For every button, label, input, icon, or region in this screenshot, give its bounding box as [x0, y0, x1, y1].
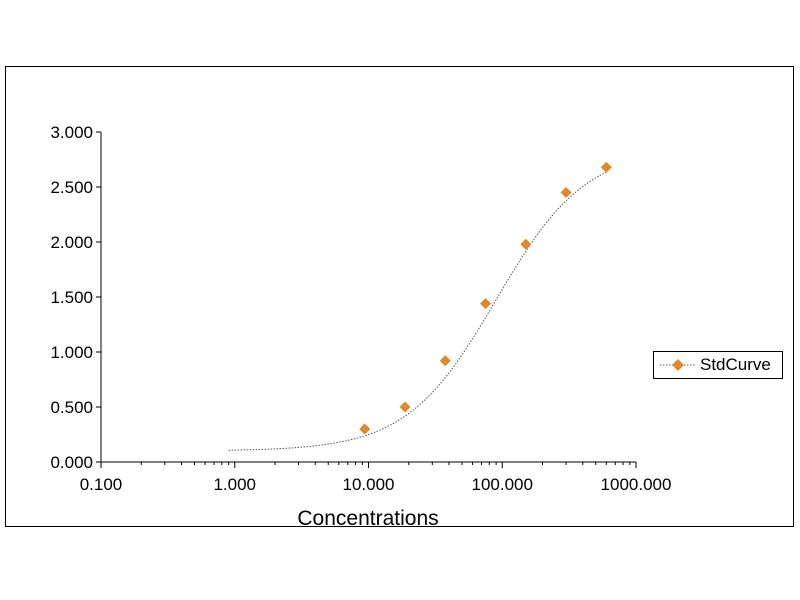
stdcurve-line — [228, 171, 607, 451]
axes — [96, 131, 637, 468]
data-point-7 — [600, 161, 612, 173]
data-point-1 — [359, 423, 371, 435]
x-axis-title: Concentrations — [297, 507, 438, 526]
data-point-6 — [560, 187, 572, 198]
x-tick-label: 1.000 — [213, 475, 256, 494]
y-tick-label: 2.000 — [50, 233, 93, 252]
x-tick-label: 1000.000 — [601, 475, 672, 494]
y-tick-label: 0.500 — [50, 398, 93, 417]
data-point-4 — [480, 298, 492, 310]
legend-swatch — [660, 359, 696, 371]
y-tick-label: 2.500 — [50, 178, 93, 197]
legend: StdCurve — [653, 351, 783, 379]
data-point-2 — [399, 401, 411, 413]
y-tick-label: 0.000 — [50, 453, 93, 472]
y-tick-label: 1.500 — [50, 288, 93, 307]
chart-frame: 0.000 0.500 1.000 1.500 2.000 2.500 3.000 0.100… — [5, 66, 794, 527]
tick-labels: 0.000 0.500 1.000 1.500 2.000 2.500 3.000 0.100… — [50, 123, 671, 494]
fit-curve — [228, 171, 607, 451]
x-tick-label: 0.100 — [80, 475, 123, 494]
x-tick-label: 10.000 — [343, 475, 395, 494]
data-point-5 — [520, 238, 532, 250]
data-point-3 — [439, 355, 451, 367]
y-tick-label: 3.000 — [50, 123, 93, 142]
legend-label-stdcurve: StdCurve — [700, 355, 771, 374]
data-points — [359, 161, 612, 435]
chart-plot: 0.000 0.500 1.000 1.500 2.000 2.500 3.000 0.100… — [50, 123, 671, 526]
x-tick-label: 100.000 — [472, 475, 533, 494]
y-tick-label: 1.000 — [50, 343, 93, 362]
